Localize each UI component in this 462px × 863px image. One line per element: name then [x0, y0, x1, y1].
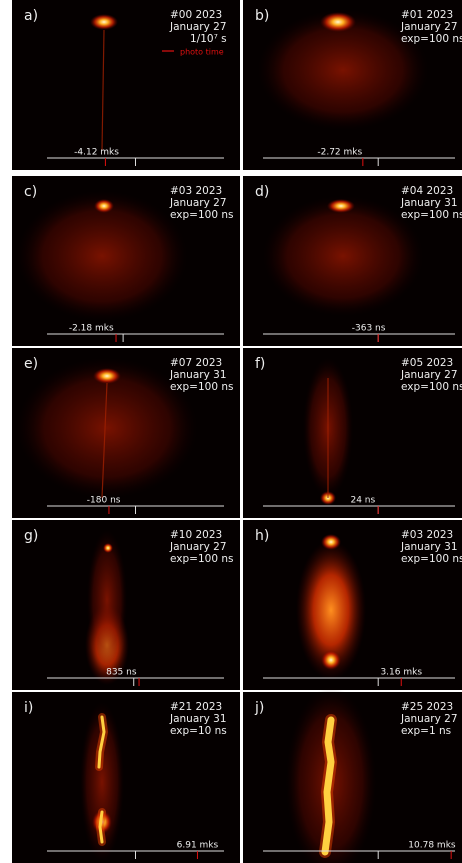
panel-label: e)	[24, 356, 38, 372]
panel-info: #25 2023	[401, 701, 453, 713]
panel-info: January 31	[400, 541, 458, 553]
filament	[325, 720, 331, 852]
time-label: -2.72 mks	[317, 148, 362, 158]
panel-info: #00 2023	[170, 9, 222, 21]
time-label: -180 ns	[87, 496, 121, 506]
time-label: 6.91 mks	[177, 841, 219, 851]
panel-label: b)	[255, 8, 269, 24]
glow	[93, 368, 121, 384]
legend-label: photo time	[180, 48, 224, 57]
glow	[327, 199, 355, 213]
panel-info: January 31	[400, 197, 458, 209]
time-label: 835 ns	[106, 668, 137, 678]
panel-info: January 27	[169, 21, 227, 33]
time-label: -363 ns	[352, 324, 386, 334]
panel-info: exp=1 ns	[401, 725, 451, 737]
panel-label: i)	[24, 700, 33, 716]
glow	[321, 534, 341, 550]
glow	[94, 199, 114, 213]
glow	[103, 543, 113, 553]
panel-info: #10 2023	[170, 529, 222, 541]
glow	[263, 196, 423, 316]
panel-info: exp=100 ns	[401, 553, 462, 565]
time-label: -2.18 mks	[69, 324, 114, 334]
panel-label: h)	[255, 528, 269, 544]
panel-label: j)	[254, 700, 264, 716]
panel-label: f)	[255, 356, 265, 372]
panel-info: exp=100 ns	[401, 381, 462, 393]
glow	[320, 12, 356, 32]
panel-info: #07 2023	[170, 357, 222, 369]
panel-info: 1/10⁷ s	[190, 33, 227, 45]
figure: a)#00 2023January 271/10⁷ sphoto time-4.…	[0, 0, 462, 863]
panel-info: January 27	[169, 197, 227, 209]
panel-info: #04 2023	[401, 185, 453, 197]
panel-info: exp=100 ns	[401, 209, 462, 221]
time-label: -4.12 mks	[74, 148, 119, 158]
panel-info: January 27	[400, 713, 458, 725]
panel-info: #03 2023	[401, 529, 453, 541]
panel-label: g)	[24, 528, 38, 544]
panel-info: #01 2023	[401, 9, 453, 21]
panel-info: January 31	[169, 369, 227, 381]
panel-info: exp=10 ns	[170, 725, 227, 737]
panel-info: exp=100 ns	[401, 33, 462, 45]
glow	[321, 650, 341, 670]
panel-info: exp=100 ns	[170, 553, 233, 565]
panel-info: January 27	[400, 21, 458, 33]
panel-info: January 27	[400, 369, 458, 381]
panel-label: a)	[24, 8, 38, 24]
panel-label: c)	[24, 184, 37, 200]
glow	[90, 14, 118, 30]
panel-info: #03 2023	[170, 185, 222, 197]
panel-info: January 27	[169, 541, 227, 553]
panel-info: #21 2023	[170, 701, 222, 713]
time-label: 10.78 mks	[408, 841, 456, 851]
time-label: 3.16 mks	[380, 668, 422, 678]
panel-info: #05 2023	[401, 357, 453, 369]
panel-info: exp=100 ns	[170, 209, 233, 221]
panel-info: January 31	[169, 713, 227, 725]
time-label: 24 ns	[350, 496, 375, 506]
panel-info: exp=100 ns	[170, 381, 233, 393]
panel-label: d)	[255, 184, 269, 200]
